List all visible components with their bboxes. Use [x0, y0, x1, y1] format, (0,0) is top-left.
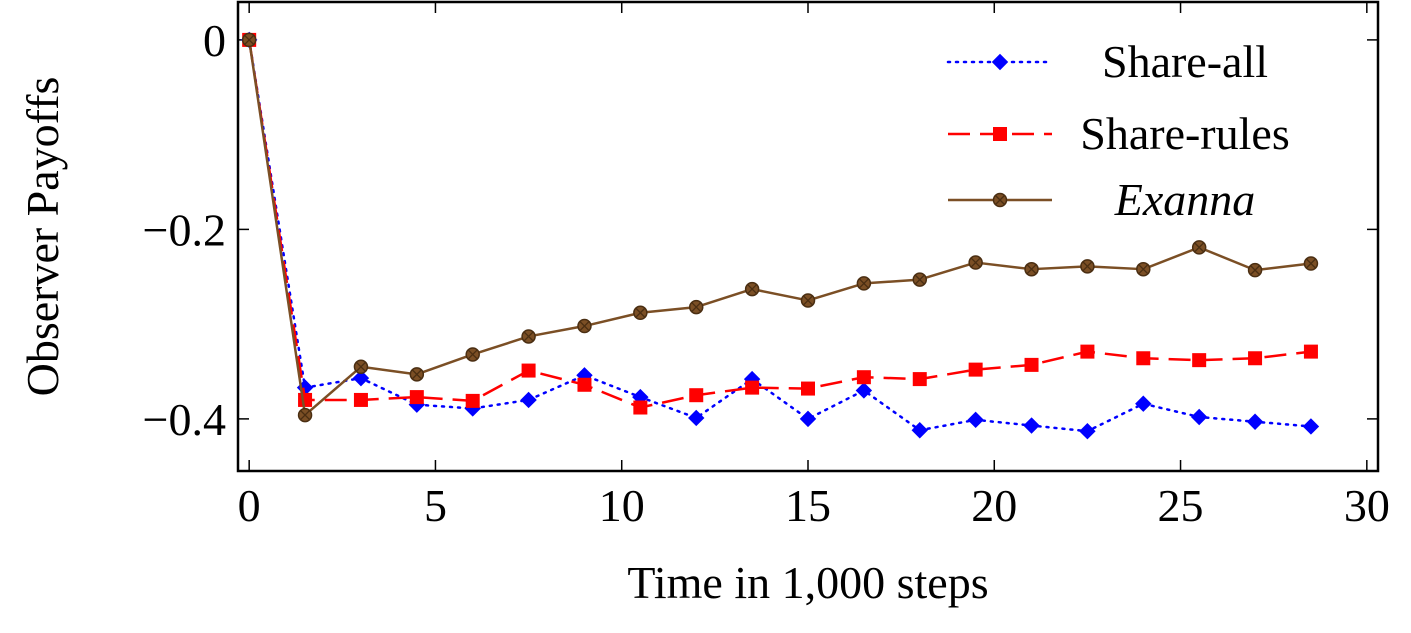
- data-point: [688, 299, 704, 315]
- data-point: [353, 392, 368, 407]
- data-point: [1246, 413, 1264, 430]
- legend-marker: [992, 192, 1008, 208]
- data-point: [409, 367, 425, 382]
- legend-entry-share-rules: Share-rules: [948, 108, 1290, 159]
- data-point: [1190, 408, 1208, 426]
- series-exanna: [241, 32, 1319, 423]
- data-point: [409, 390, 424, 405]
- data-point: [1024, 357, 1039, 372]
- data-point: [744, 281, 760, 297]
- data-point: [1080, 259, 1095, 274]
- data-point: [465, 347, 480, 362]
- legend-entry-exanna: Exanna: [948, 174, 1255, 225]
- data-point: [520, 391, 537, 409]
- data-point: [799, 410, 817, 428]
- data-point: [353, 359, 369, 375]
- x-tick-label: 15: [785, 480, 831, 531]
- data-point: [856, 276, 872, 291]
- legend: Share-all Share-rules Exanna: [946, 36, 1290, 225]
- x-tick-label: 25: [1158, 480, 1204, 531]
- data-point: [1024, 261, 1039, 277]
- legend-label: Share-all: [1102, 36, 1268, 87]
- x-tick-label: 20: [971, 480, 1017, 531]
- legend-entry-share-all: Share-all: [946, 36, 1268, 87]
- x-tick-label: 0: [238, 480, 261, 531]
- data-point: [1136, 261, 1151, 277]
- data-point: [241, 32, 257, 48]
- data-point: [1302, 418, 1320, 435]
- data-point: [1023, 417, 1040, 434]
- data-point: [1303, 344, 1318, 359]
- data-point: [967, 411, 984, 429]
- y-tick-labels: 0 −0.2 −0.4: [143, 15, 226, 445]
- legend-label: Share-rules: [1080, 108, 1289, 159]
- data-point: [1191, 240, 1207, 255]
- data-point: [912, 272, 928, 287]
- data-point: [688, 409, 705, 427]
- data-point: [1079, 422, 1096, 440]
- x-axis-title: Time in 1,000 steps: [627, 557, 988, 608]
- data-point: [577, 318, 592, 334]
- x-tick-label: 30: [1344, 480, 1390, 531]
- data-point: [1248, 351, 1263, 366]
- data-point: [633, 305, 648, 321]
- series-share-all: [240, 31, 1320, 440]
- data-point: [968, 255, 983, 270]
- data-point: [297, 407, 313, 423]
- data-point: [1303, 256, 1319, 271]
- y-tick-label: 0: [203, 15, 226, 66]
- series-layer: [240, 31, 1320, 440]
- tick-marks: [238, 2, 1378, 471]
- data-point: [633, 400, 648, 415]
- data-point: [912, 372, 927, 387]
- series-line-exanna: [247, 39, 1312, 417]
- data-point: [855, 382, 873, 399]
- data-point: [521, 329, 536, 344]
- data-point: [745, 380, 760, 395]
- y-axis-title: Observer Payoffs: [17, 77, 68, 397]
- y-tick-label: −0.4: [143, 394, 226, 445]
- data-point: [1135, 395, 1152, 412]
- legend-marker: [991, 53, 1009, 71]
- series-line-share-rules: [247, 39, 1312, 409]
- data-point: [800, 293, 816, 308]
- data-point: [689, 388, 704, 403]
- legend-label: Exanna: [1114, 174, 1256, 225]
- legend-marker: [993, 127, 1007, 141]
- data-point: [1080, 344, 1095, 359]
- data-point: [1136, 351, 1151, 366]
- data-point: [856, 370, 871, 385]
- series-line-share-all: [247, 38, 1313, 433]
- data-point: [352, 369, 370, 387]
- y-tick-label: −0.2: [143, 204, 226, 255]
- x-tick-label: 5: [424, 480, 447, 531]
- x-tick-label: 10: [599, 480, 645, 531]
- plot-frame: [236, 0, 1380, 473]
- data-point: [465, 393, 480, 408]
- data-point: [298, 392, 313, 407]
- data-point: [577, 377, 592, 392]
- data-point: [968, 362, 983, 377]
- data-point: [911, 422, 928, 439]
- data-point: [1247, 262, 1263, 278]
- data-point: [801, 381, 815, 396]
- data-point: [1192, 353, 1207, 368]
- x-tick-labels: 0 5 10 15 20 25 30: [238, 480, 1390, 531]
- data-point: [521, 363, 536, 378]
